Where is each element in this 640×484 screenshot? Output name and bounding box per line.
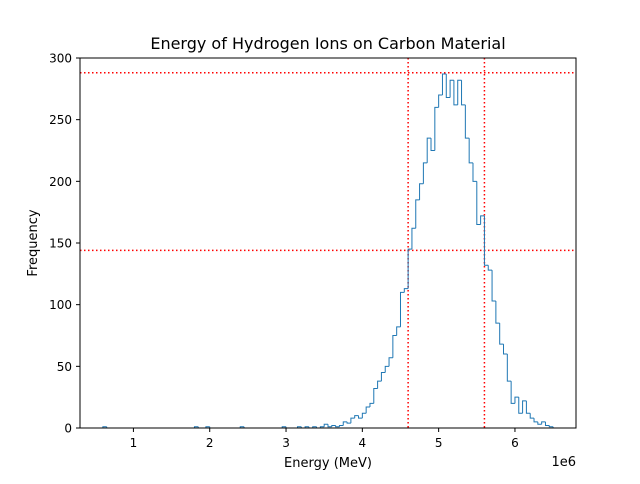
y-tick-label: 0 [64, 422, 72, 436]
histogram-bin [388, 357, 393, 367]
y-tick-label: 250 [49, 113, 72, 127]
histogram-bin [338, 425, 344, 427]
histogram-bin [407, 248, 412, 289]
histogram-bin [518, 397, 523, 414]
histogram-bin [377, 380, 382, 389]
histogram-bin [514, 396, 519, 404]
histogram-bin [461, 80, 466, 106]
histogram-bin [384, 365, 390, 373]
histogram-bin [361, 412, 367, 419]
histogram-bin [529, 413, 535, 419]
histogram-bin [346, 421, 351, 424]
histogram-bin [472, 162, 477, 182]
histogram-bin [476, 181, 481, 225]
histogram-bin [369, 402, 374, 408]
x-tick-label: 3 [282, 436, 290, 450]
histogram-bin [457, 79, 462, 105]
histogram-bin [499, 323, 504, 345]
histogram-bin [453, 80, 458, 106]
histogram-bin [483, 215, 489, 266]
histogram-bin [506, 354, 512, 382]
histogram-bin [323, 423, 328, 427]
x-tick-label: 5 [435, 436, 443, 450]
histogram-bin [487, 265, 493, 271]
histogram-bin [415, 199, 420, 229]
y-axis-ticks: 0 50 100 150 200 250 300 [49, 52, 80, 436]
histogram-bin [544, 421, 550, 427]
x-axis-ticks: 1 2 3 4 5 6 [130, 428, 519, 450]
histogram-bin [426, 137, 432, 163]
histogram-bin [365, 406, 370, 414]
histogram-bin [327, 424, 332, 428]
histogram-bin [548, 425, 554, 428]
x-axis-label: Energy (MeV) [284, 456, 372, 471]
y-tick-label: 150 [49, 237, 72, 251]
histogram-bin [525, 400, 531, 414]
histogram-bin [468, 138, 473, 164]
x-tick-label: 4 [359, 436, 367, 450]
histogram-bin [403, 288, 409, 293]
y-tick-label: 300 [49, 52, 72, 66]
chart-title: Energy of Hydrogen Ions on Carbon Materi… [150, 34, 505, 53]
histogram-bin [445, 74, 451, 98]
histogram-bin [464, 104, 470, 139]
histogram-bin [411, 227, 416, 250]
histogram-bin [350, 417, 355, 424]
x-tick-label: 1 [130, 436, 138, 450]
histogram-bin [541, 421, 546, 425]
x-tick-label: 6 [511, 436, 519, 450]
histogram-bin [441, 73, 447, 95]
histogram-bin [438, 94, 443, 108]
histogram-bin [434, 106, 439, 151]
histogram-bin [335, 425, 340, 428]
histogram-bin [373, 388, 378, 404]
y-tick-label: 100 [49, 298, 72, 312]
histogram-bin [430, 138, 435, 151]
histogram-bin [380, 372, 386, 382]
histogram-bin [392, 335, 397, 358]
histogram-bin [533, 418, 538, 423]
histogram-bin [449, 79, 454, 98]
histogram-bin [331, 425, 336, 427]
histogram-bin [354, 415, 359, 419]
y-axis-label: Frequency [26, 209, 41, 276]
histogram-bin [522, 400, 527, 414]
x-axis-offset-label: 1e6 [551, 455, 576, 470]
histogram-bin [510, 381, 515, 404]
histogram-bin [495, 300, 500, 324]
histogram-bin [480, 215, 485, 225]
x-tick-label: 2 [206, 436, 214, 450]
histogram-bin [342, 421, 348, 426]
histogram-bin [503, 344, 508, 355]
histogram-bin [358, 415, 363, 419]
histogram-bin [396, 326, 401, 336]
y-tick-label: 200 [49, 175, 72, 189]
histogram-bin [537, 421, 542, 425]
histogram-bin [399, 291, 405, 327]
histogram-bin [491, 270, 496, 302]
histogram-bin [422, 162, 428, 184]
y-tick-label: 50 [57, 360, 72, 374]
histogram-bin [419, 183, 424, 200]
reference-lines [80, 58, 576, 428]
plot-frame [79, 57, 577, 429]
